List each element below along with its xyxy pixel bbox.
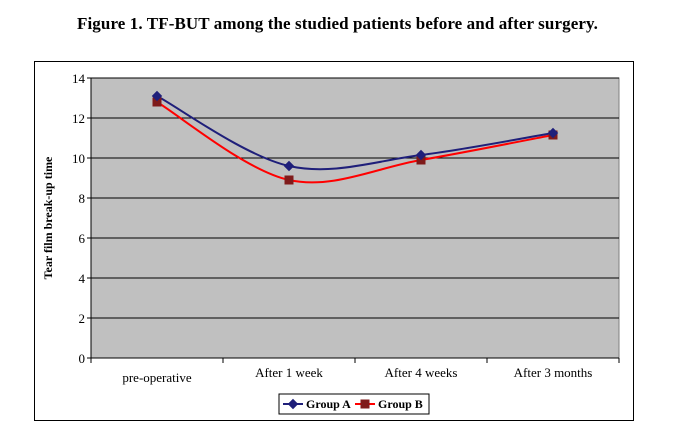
figure-title: Figure 1. TF-BUT among the studied patie… [77, 14, 598, 33]
x-tick-label: pre-operative [122, 370, 192, 385]
data-point-group-a [283, 160, 295, 172]
data-point-group-a [547, 127, 559, 139]
legend-box [278, 393, 430, 415]
y-tick-label: 6 [79, 231, 86, 246]
y-tick-label: 4 [79, 271, 86, 286]
y-axis-label: Tear film break-up time [41, 156, 55, 279]
y-tick-label: 14 [72, 71, 86, 86]
y-tick-label: 10 [72, 151, 85, 166]
series-line-group-b [156, 101, 554, 184]
x-tick-label: After 3 months [514, 365, 593, 380]
series-line-group-a [156, 95, 554, 171]
legend-marker [360, 399, 370, 409]
x-tick-label: After 4 weeks [385, 365, 458, 380]
x-tick-label: After 1 week [255, 365, 323, 380]
legend-label: Group A [306, 397, 351, 411]
legend-marker [287, 398, 299, 410]
data-point-group-b [284, 175, 294, 185]
plot-area [90, 77, 620, 359]
y-tick-label: 2 [79, 311, 86, 326]
y-tick-label: 0 [79, 351, 86, 366]
chart-frame: 0 2 4 6 8 10 12 14 pre-operative After 1 week Afte… [34, 61, 634, 421]
y-tick-label: 8 [79, 191, 86, 206]
data-point-group-a [151, 90, 163, 102]
legend-label: Group B [378, 397, 423, 411]
y-tick-label: 12 [72, 111, 85, 126]
data-point-group-a [415, 149, 427, 161]
line-chart: 0 2 4 6 8 10 12 14 pre-operative After 1 week Afte… [41, 71, 620, 415]
